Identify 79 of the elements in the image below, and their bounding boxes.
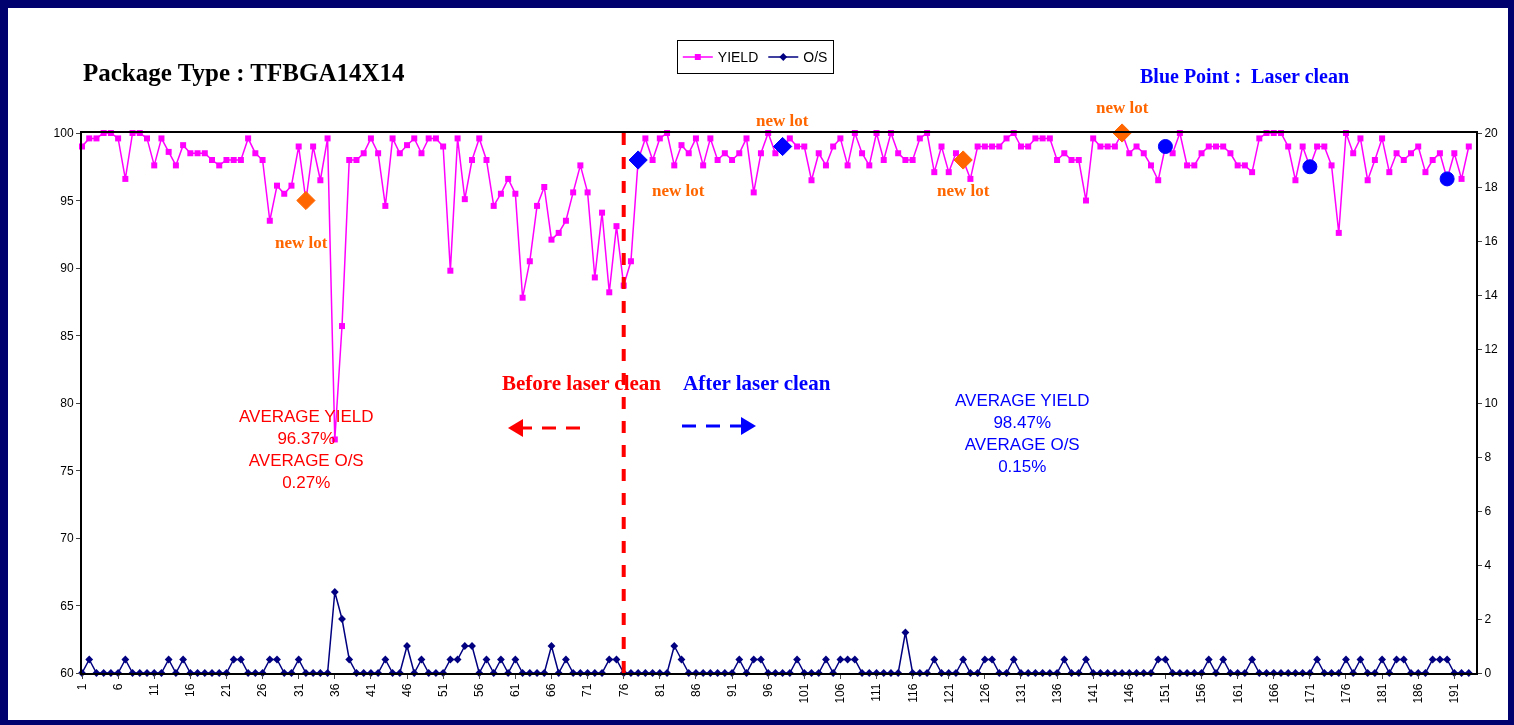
x-tick-label: 151 [1158, 683, 1173, 704]
y2-tick-label: 12 [1484, 342, 1499, 357]
annotation: After laser clean [683, 371, 831, 395]
y-tick-label: 70 [60, 531, 74, 546]
x-tick-label: 81 [652, 683, 667, 697]
y2-tick-label: 20 [1484, 126, 1499, 141]
x-tick-label: 91 [724, 683, 739, 697]
x-tick-label: 26 [255, 683, 270, 697]
x-tick-label: 36 [327, 683, 342, 697]
x-tick-label: 86 [688, 683, 703, 697]
y-tick-label: 60 [60, 666, 74, 681]
x-tick-label: 156 [1194, 683, 1209, 704]
x-tick-label: 31 [291, 683, 306, 697]
x-tick-label: 116 [905, 683, 920, 703]
x-tick-label: 11 [147, 683, 162, 697]
y-tick-label: 65 [60, 598, 74, 613]
point [1157, 139, 1173, 154]
point [1112, 123, 1132, 143]
x-tick-label: 166 [1266, 683, 1281, 704]
y-tick-label: 95 [60, 193, 74, 208]
x-tick-label: 111 [869, 683, 884, 702]
x-tick-label: 46 [399, 683, 414, 697]
x-tick-label: 96 [761, 683, 776, 697]
point [953, 150, 973, 170]
x-tick-label: 71 [580, 683, 595, 697]
text: Blue Point : Laser clean [1140, 65, 1350, 87]
x-tick-label: 121 [941, 683, 956, 704]
x-tick-label: 126 [977, 683, 992, 704]
legend-label: YIELD [717, 49, 759, 66]
x-tick-label: 61 [508, 683, 523, 697]
x-tick-label: 161 [1230, 683, 1245, 704]
annotation: new lot [652, 181, 705, 200]
x-tick-label: 146 [1122, 683, 1137, 704]
y2-tick-label: 10 [1484, 396, 1499, 411]
y2-tick-label: 4 [1484, 558, 1492, 573]
y2-tick-label: 14 [1484, 288, 1499, 303]
x-tick-label: 21 [219, 683, 234, 697]
y2-tick-label: 16 [1484, 234, 1499, 249]
x-tick-label: 101 [797, 683, 812, 704]
y2-tick-label: 8 [1484, 450, 1492, 465]
x-tick-label: 141 [1086, 683, 1101, 704]
x-tick-label: 16 [183, 683, 198, 697]
chart-title: Package Type : TFBGA14X14 [83, 58, 406, 86]
x-tick-label: 51 [436, 683, 451, 697]
x-tick-label: 191 [1447, 683, 1462, 704]
y-tick-label: 100 [53, 126, 74, 141]
y2-tick-label: 0 [1484, 666, 1492, 681]
point [773, 136, 793, 157]
x-tick-label: 176 [1338, 683, 1353, 704]
point [1302, 159, 1318, 175]
x-tick-label: 56 [472, 683, 487, 697]
x-tick-label: 181 [1375, 683, 1389, 704]
x-tick-label: 76 [616, 683, 631, 697]
annotation: AVERAGE YIELD 98.47% AVERAGE O/S 0.15% [955, 391, 1090, 477]
point [296, 190, 316, 211]
y2-tick-label: 6 [1484, 504, 1492, 519]
x-tick-label: 66 [544, 683, 559, 697]
annotation: Before laser clean [502, 371, 662, 395]
x-tick-label: 1 [74, 683, 89, 691]
y2-tick-label: 18 [1484, 180, 1499, 195]
x-tick-label: 136 [1049, 683, 1064, 704]
x-tick-label: 6 [111, 683, 126, 691]
point [628, 150, 648, 170]
x-tick-label: 186 [1411, 683, 1426, 704]
y-tick-label: 90 [60, 261, 74, 276]
y-tick-label: 75 [60, 463, 74, 478]
x-tick-label: 171 [1302, 683, 1317, 704]
y2-tick-label: 2 [1484, 612, 1492, 627]
annotation: new lot [937, 181, 990, 200]
x-tick-label: 106 [833, 683, 848, 704]
annotation: new lot [1096, 98, 1149, 117]
legend-label: O/S [803, 49, 828, 66]
x-tick-label: 41 [363, 683, 378, 697]
annotation: new lot [756, 111, 809, 130]
y-tick-label: 85 [60, 328, 74, 343]
annotation: new lot [275, 233, 328, 252]
y-tick-label: 80 [60, 396, 74, 411]
x-tick-label: 131 [1013, 683, 1028, 704]
point [1439, 171, 1455, 187]
